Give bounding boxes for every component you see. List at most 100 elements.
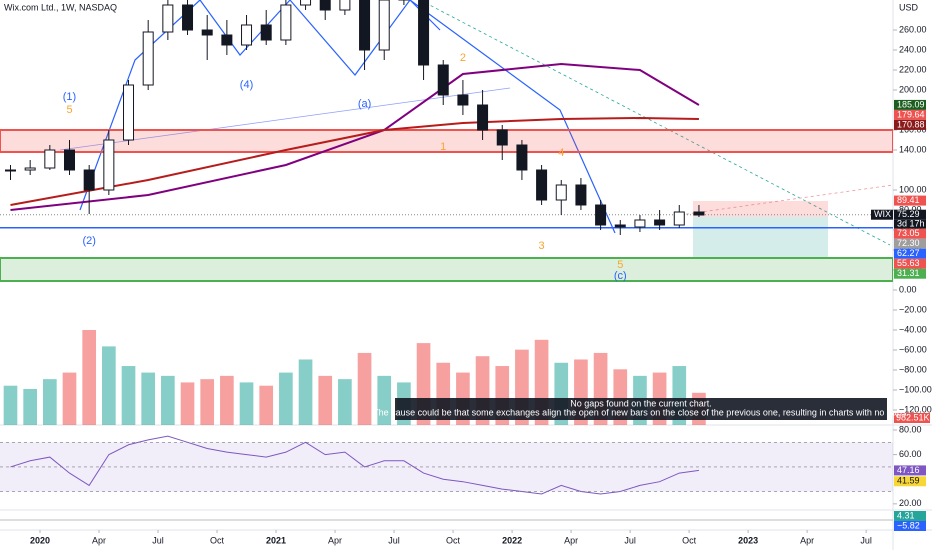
- wave-label: 2: [460, 52, 466, 64]
- volume-bar: [180, 382, 195, 425]
- wave-label: (4): [240, 79, 253, 91]
- volume-bar: [141, 372, 156, 425]
- candle-body: [595, 204, 607, 226]
- y-tick-label: −80.00: [899, 364, 927, 374]
- candle-body: [260, 24, 272, 41]
- x-tick-label: Apr: [564, 535, 578, 545]
- countdown: 3d 17h: [897, 219, 925, 229]
- y-tick-label: 80.00: [899, 424, 922, 434]
- volume-bar: [102, 346, 116, 425]
- volume-bar: [318, 375, 333, 425]
- volume-bar: [338, 379, 352, 425]
- candle-body: [142, 31, 154, 86]
- price-label: 89.41: [897, 195, 920, 205]
- candle-body: [496, 129, 508, 146]
- x-tick-label: Apr: [328, 535, 342, 545]
- price-label-bg: [894, 99, 926, 110]
- price-label: 75.29: [897, 209, 920, 219]
- candle-body: [339, 0, 351, 11]
- candle-body: [221, 34, 233, 46]
- x-tick-label: Jul: [388, 535, 400, 545]
- volume-bar: [357, 352, 372, 425]
- zone: [0, 129, 893, 153]
- x-tick-label: Apr: [92, 535, 106, 545]
- candle-body: [300, 0, 312, 6]
- volume-bar: [279, 372, 293, 425]
- tooltip-text: The cause could be that some exchanges a…: [373, 407, 909, 417]
- wave-label: 4: [558, 147, 564, 159]
- candle-body: [555, 184, 567, 201]
- y-tick-label: −40.00: [899, 324, 927, 334]
- price-label-bg: [894, 238, 926, 249]
- trend-line: [419, 0, 891, 246]
- candle-body: [536, 169, 548, 201]
- volume-bar: [82, 330, 97, 425]
- candle-body: [201, 29, 213, 36]
- candle-body: [319, 0, 331, 11]
- macd-label-bg: [894, 511, 926, 521]
- y-tick-label: 140.00: [899, 144, 927, 154]
- price-label: 62.27: [897, 248, 920, 258]
- tooltip-text: No gaps found on the current chart.: [570, 398, 712, 408]
- volume-bar: [259, 385, 274, 425]
- x-tick-label: 2022: [502, 535, 522, 545]
- x-tick-label: 2021: [266, 535, 286, 545]
- price-label-bg: [894, 209, 926, 220]
- y-tick-label: 100.00: [899, 184, 927, 194]
- rsi-label: 47.16: [897, 465, 920, 475]
- price-label-bg: [894, 228, 926, 239]
- price-label: 55.63: [897, 258, 920, 268]
- x-tick-label: Jul: [860, 535, 872, 545]
- drawings: [59, 0, 893, 257]
- candle-body: [477, 104, 489, 131]
- volume-bar: [377, 375, 392, 425]
- x-tick-label: 2023: [738, 535, 758, 545]
- tooltip-box: [395, 398, 887, 420]
- candle-body: [654, 219, 666, 226]
- candle-body: [673, 211, 685, 226]
- macd-label: −5.82: [897, 520, 920, 530]
- y-tick-label: 220.00: [899, 64, 927, 74]
- price-label: 185.09: [897, 99, 925, 109]
- volume-bar: [161, 375, 175, 425]
- y-tick-label: 60.00: [899, 449, 922, 459]
- candle-body: [162, 4, 174, 33]
- y-tick-label: 260.00: [899, 24, 927, 34]
- candle-body: [418, 0, 430, 66]
- price-label-bg: [894, 109, 926, 120]
- header-title: Wix.com Ltd., 1W, NASDAQ: [4, 2, 117, 12]
- short-target: [693, 217, 828, 257]
- candle-body: [634, 219, 646, 228]
- rsi-line: [10, 435, 700, 495]
- price-label: 72.30: [897, 238, 920, 248]
- volume-bar: [43, 379, 57, 425]
- volume-bar: [62, 372, 77, 425]
- zone: [0, 257, 893, 282]
- volume-bar: [3, 385, 18, 425]
- price-label-bg: [894, 119, 926, 130]
- candle-body: [241, 24, 253, 46]
- x-tick-label: Jul: [152, 535, 164, 545]
- y-tick-label: −20.00: [899, 304, 927, 314]
- y-tick-label: 0.00: [899, 284, 917, 294]
- price-label: 73.05: [897, 228, 920, 238]
- price-label-bg: [894, 258, 926, 269]
- volume-bar: [121, 366, 136, 425]
- volume-label-bg: [894, 413, 930, 423]
- y-tick-label: −60.00: [899, 344, 927, 354]
- wave-label: 5: [66, 104, 72, 116]
- moving-average: [10, 116, 699, 206]
- candle-body: [516, 144, 528, 171]
- candle-body: [693, 211, 705, 216]
- symbol: WIX: [874, 209, 891, 219]
- y-tick-label: 20.00: [899, 498, 922, 508]
- candle-body: [182, 4, 194, 31]
- volume-bar: [239, 382, 254, 425]
- wave-label: (c): [614, 270, 627, 282]
- rsi-label: 41.59: [897, 476, 920, 486]
- volume-bar: [200, 379, 215, 425]
- candle-body: [44, 149, 56, 169]
